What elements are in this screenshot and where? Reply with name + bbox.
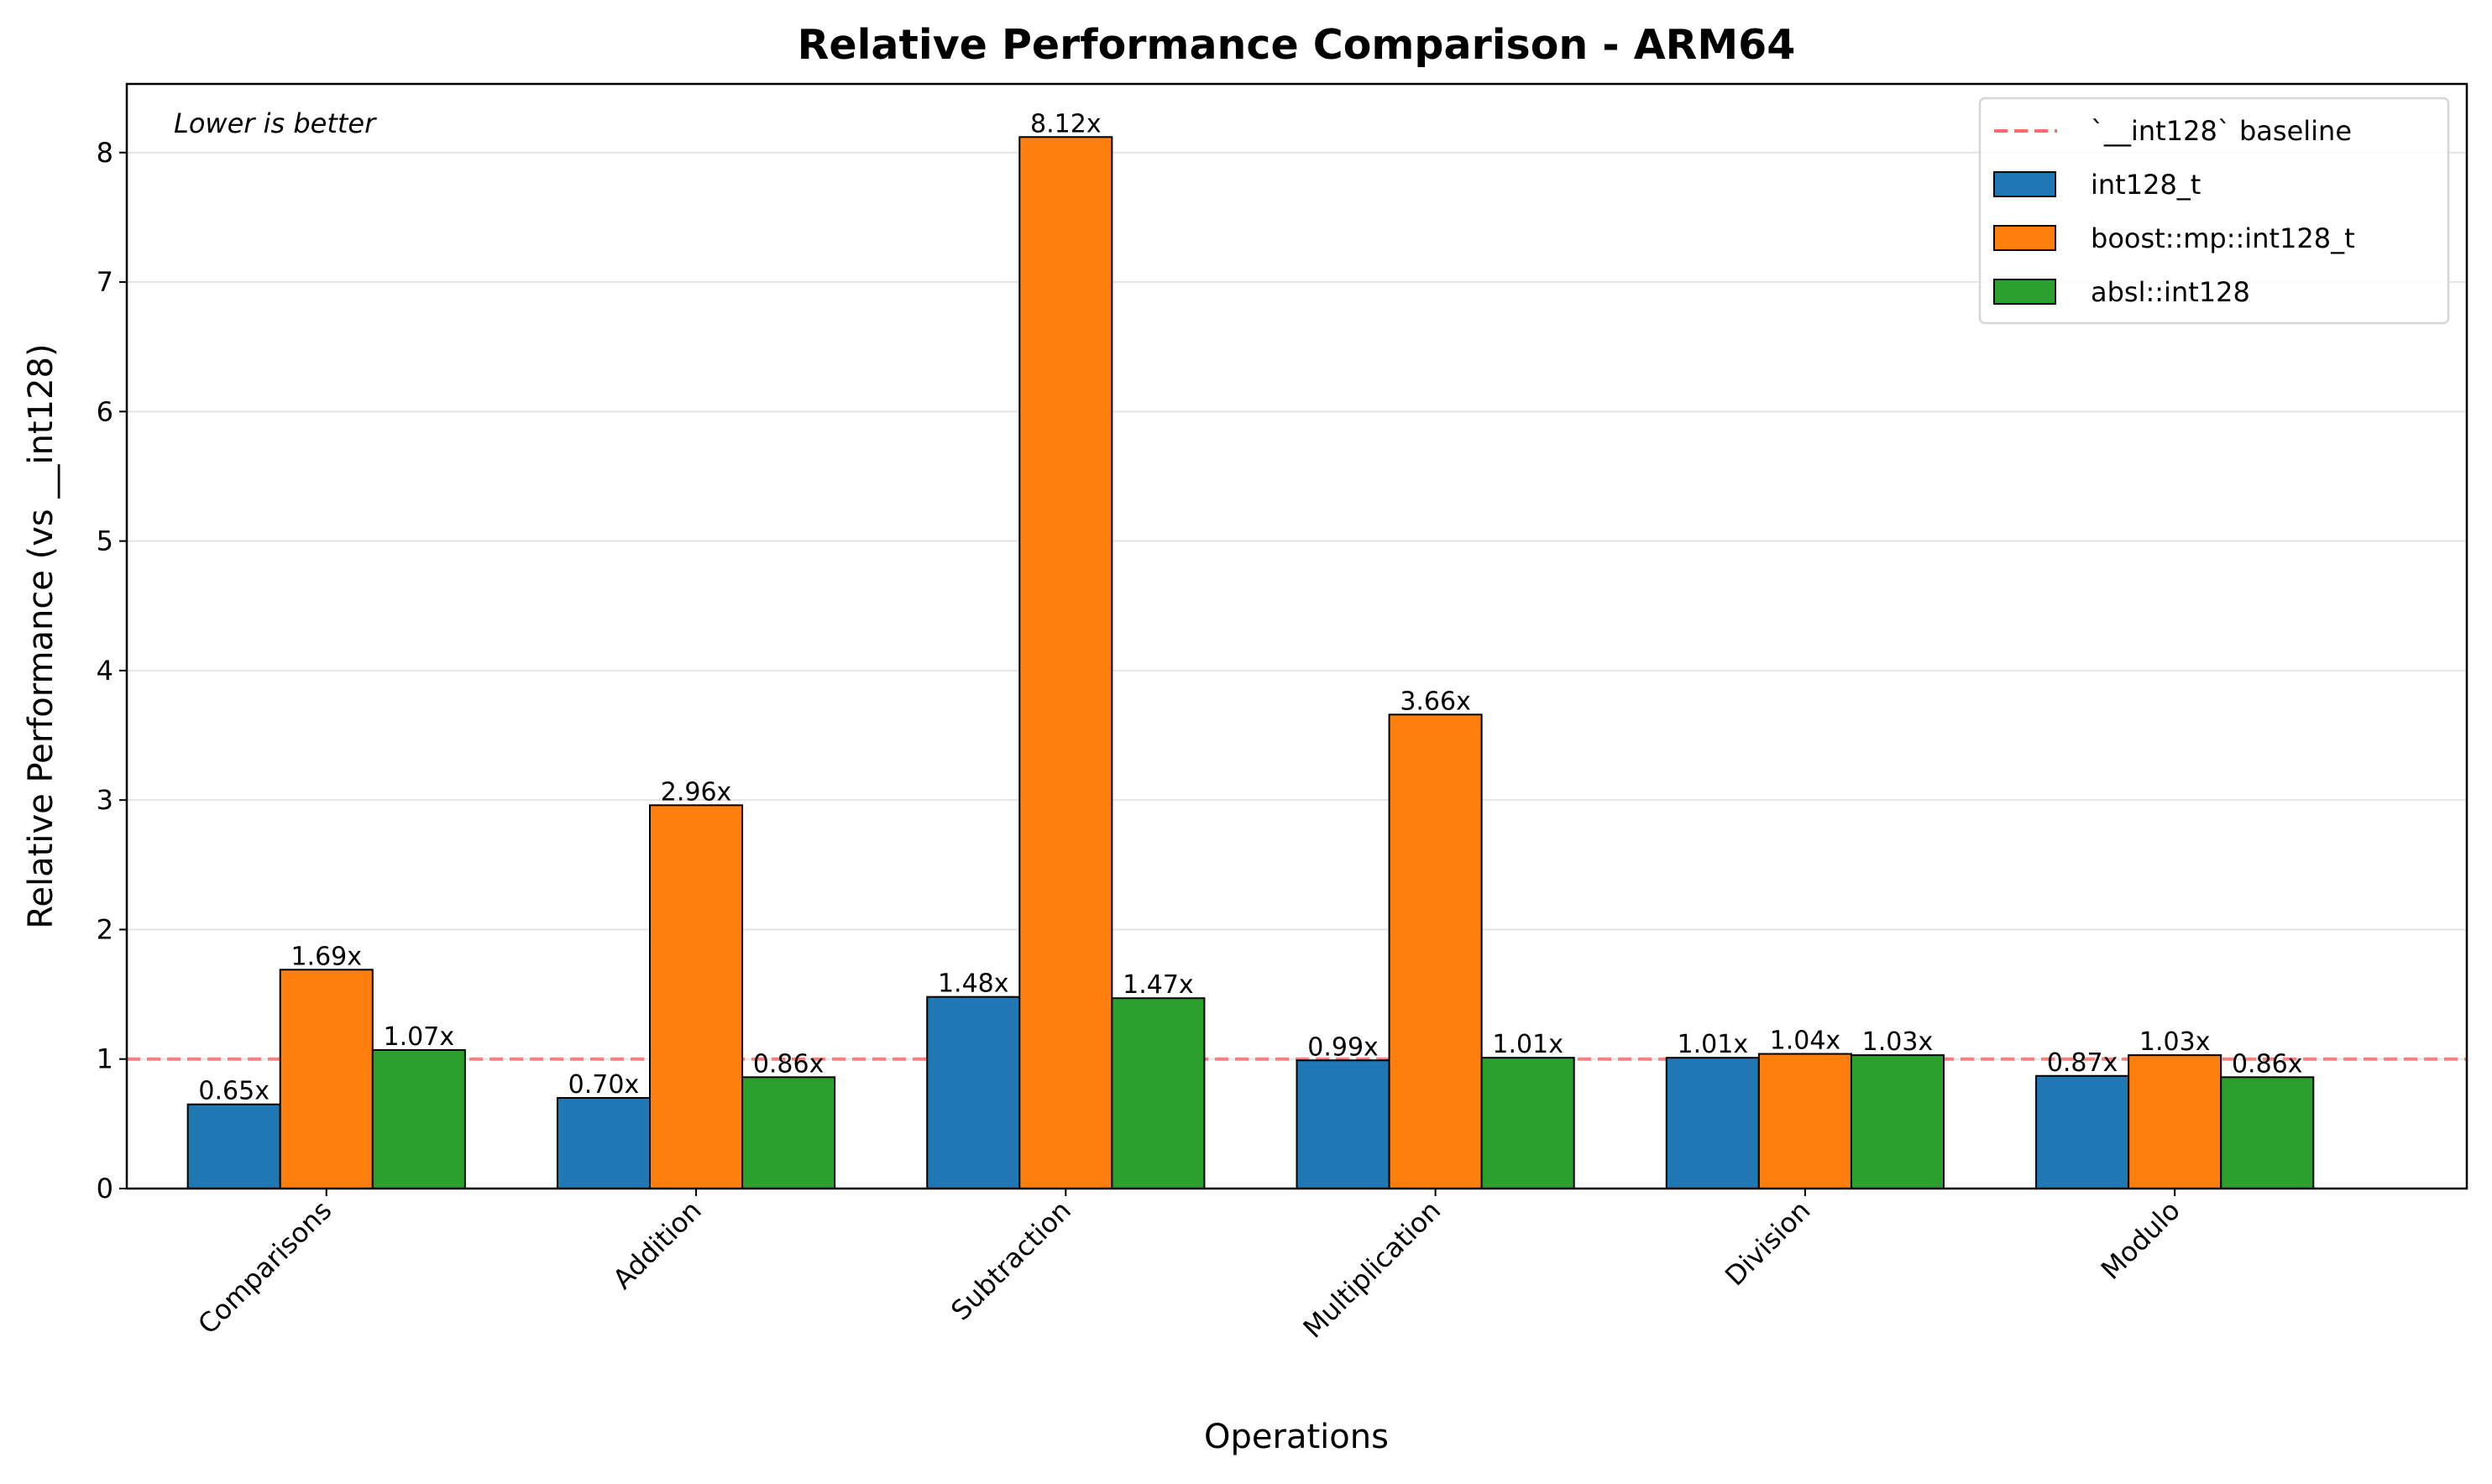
- bar-int128-t-comparisons: [186, 1103, 281, 1189]
- x-tick-label: Division: [1719, 1194, 1817, 1293]
- y-tick-label: 8: [97, 137, 113, 169]
- y-tick-label: 7: [97, 266, 113, 298]
- y-axis-label: Relative Performance (vs __int128): [22, 343, 60, 928]
- bar-absl-int128-modulo: [2220, 1076, 2315, 1190]
- bar-value-label: 2.96x: [661, 777, 732, 807]
- bar-value-label: 1.69x: [291, 942, 362, 971]
- legend: `__int128` baselineint128_tboost::mp::in…: [1978, 97, 2450, 325]
- bar-value-label: 1.04x: [1770, 1027, 1841, 1056]
- bar-value-label: 1.01x: [1678, 1030, 1749, 1059]
- legend-swatch: [1993, 171, 2056, 197]
- bar-value-label: 0.65x: [198, 1077, 270, 1106]
- legend-label: boost::mp::int128_t: [2091, 222, 2355, 254]
- x-ticks: Comparisons Addition Subtraction Multiplica…: [191, 1189, 2186, 1345]
- bar-boost-mp-int128-t-comparisons: [279, 969, 374, 1189]
- bars: [186, 136, 2315, 1190]
- legend-label: `__int128` baseline: [2091, 115, 2352, 147]
- bar-boost-mp-int128-t-modulo: [2128, 1054, 2222, 1190]
- x-tick-label: Multiplication: [1296, 1194, 1447, 1345]
- bar-absl-int128-subtraction: [1111, 997, 1206, 1189]
- legend-label: absl::int128: [2091, 276, 2250, 308]
- y-tick-label: 3: [97, 784, 113, 816]
- bar-value-label: 1.07x: [384, 1022, 455, 1052]
- annotation: Lower is better: [174, 107, 377, 139]
- y-tick-label: 0: [97, 1173, 113, 1204]
- x-tick-label: Addition: [606, 1194, 707, 1295]
- y-tick-label: 4: [97, 655, 113, 687]
- bar-absl-int128-multiplication: [1480, 1057, 1575, 1190]
- bar-labels: 0.65x 0.70x 1.48x 0.99x 1.01x 0.87x 1.69x 2.96x…: [198, 109, 2302, 1105]
- bar-value-label: 1.03x: [1862, 1027, 1934, 1057]
- legend-swatch: [1993, 225, 2056, 251]
- bar-value-label: 0.87x: [2047, 1048, 2118, 1078]
- x-tick-label: Modulo: [2095, 1194, 2186, 1286]
- bar-value-label: 0.99x: [1307, 1032, 1379, 1062]
- y-ticks: 0 1 2 3 4 5 6 7 8: [97, 137, 127, 1204]
- chart-title: Relative Performance Comparison - ARM64: [798, 21, 1796, 69]
- bar-boost-mp-int128-t-addition: [649, 804, 744, 1189]
- bar-value-label: 1.03x: [2139, 1027, 2211, 1057]
- plot-frame: [125, 82, 2468, 1190]
- bar-int128-t-multiplication: [1296, 1059, 1390, 1190]
- bar-int128-t-modulo: [2035, 1074, 2130, 1189]
- bar-value-label: 0.70x: [568, 1070, 640, 1100]
- bar-int128-t-subtraction: [926, 995, 1021, 1190]
- bar-boost-mp-int128-t-division: [1757, 1053, 1852, 1189]
- bar-int128-t-division: [1665, 1057, 1760, 1190]
- x-tick-label: Comparisons: [191, 1194, 338, 1340]
- bar-value-label: 1.47x: [1123, 970, 1194, 1000]
- y-tick-label: 6: [97, 395, 113, 427]
- bar-value-label: 1.01x: [1492, 1030, 1563, 1059]
- bar-boost-mp-int128-t-multiplication: [1388, 713, 1483, 1189]
- legend-box: [1978, 97, 2450, 325]
- bar-int128-t-addition: [556, 1097, 652, 1189]
- bar-absl-int128-comparisons: [371, 1048, 466, 1190]
- y-tick-label: 2: [97, 913, 113, 945]
- legend-label: int128_t: [2091, 169, 2201, 201]
- bar-value-label: 1.48x: [938, 969, 1009, 999]
- bar-value-label: 8.12x: [1030, 109, 1102, 138]
- y-tick-label: 5: [97, 525, 113, 557]
- legend-swatch: [1993, 279, 2056, 305]
- x-axis-label: Operations: [1204, 1418, 1389, 1456]
- bar-boost-mp-int128-t-subtraction: [1018, 136, 1113, 1189]
- bar-value-label: 0.86x: [753, 1049, 825, 1079]
- bar-value-label: 0.86x: [2232, 1049, 2303, 1079]
- y-tick-label: 1: [97, 1043, 113, 1075]
- bar-absl-int128-addition: [741, 1076, 836, 1190]
- x-tick-label: Subtraction: [945, 1194, 1077, 1327]
- bar-absl-int128-division: [1850, 1054, 1945, 1190]
- bar-value-label: 3.66x: [1400, 687, 1471, 716]
